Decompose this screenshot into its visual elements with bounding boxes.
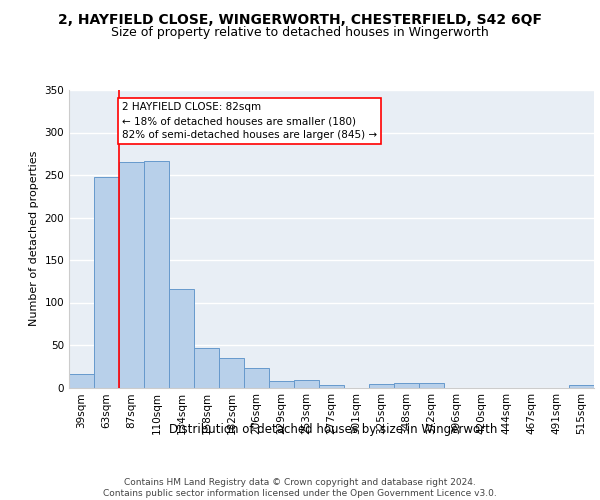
- Bar: [319, 385, 344, 388]
- Text: 2, HAYFIELD CLOSE, WINGERWORTH, CHESTERFIELD, S42 6QF: 2, HAYFIELD CLOSE, WINGERWORTH, CHESTERF…: [58, 12, 542, 26]
- Bar: [294, 380, 319, 388]
- Bar: [119, 162, 144, 388]
- Bar: [419, 383, 444, 388]
- Bar: [369, 384, 394, 388]
- Bar: [244, 368, 269, 388]
- Bar: [269, 380, 294, 388]
- Text: Contains HM Land Registry data © Crown copyright and database right 2024.
Contai: Contains HM Land Registry data © Crown c…: [103, 478, 497, 498]
- Bar: [219, 358, 244, 388]
- Bar: [394, 383, 419, 388]
- Y-axis label: Number of detached properties: Number of detached properties: [29, 151, 39, 326]
- Bar: [69, 374, 94, 388]
- Bar: [94, 176, 119, 388]
- Bar: [194, 348, 219, 388]
- Text: Distribution of detached houses by size in Wingerworth: Distribution of detached houses by size …: [169, 422, 497, 436]
- Bar: [144, 160, 169, 388]
- Bar: [169, 289, 194, 388]
- Text: 2 HAYFIELD CLOSE: 82sqm
← 18% of detached houses are smaller (180)
82% of semi-d: 2 HAYFIELD CLOSE: 82sqm ← 18% of detache…: [122, 102, 377, 140]
- Text: Size of property relative to detached houses in Wingerworth: Size of property relative to detached ho…: [111, 26, 489, 39]
- Bar: [569, 385, 594, 388]
